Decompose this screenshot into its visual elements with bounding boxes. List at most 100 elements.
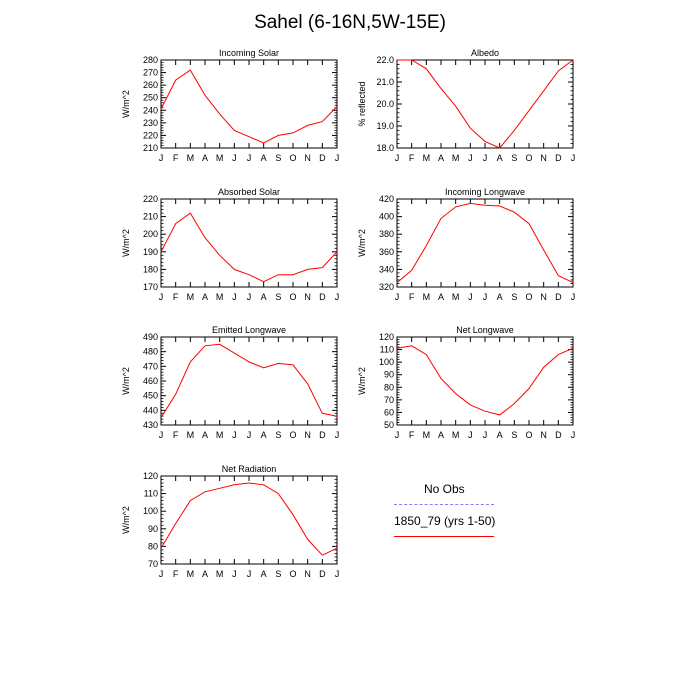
panel-albedo-xtick-label: A: [497, 153, 503, 163]
panel-incoming-longwave-xtick-label: F: [409, 292, 415, 302]
panel-incoming-longwave-xtick-label: S: [511, 292, 517, 302]
panel-emitted-longwave-ytick-label: 460: [143, 376, 158, 386]
panel-net-longwave-xtick-label: O: [525, 430, 532, 440]
panel-net-radiation-xtick-label: M: [187, 569, 195, 579]
legend-model-line: [394, 536, 494, 537]
panel-absorbed-solar-ytick-label: 190: [143, 247, 158, 257]
panel-absorbed-solar-xtick-label: A: [202, 292, 208, 302]
panel-emitted-longwave-xtick-label: M: [216, 430, 224, 440]
panel-absorbed-solar-xtick-label: M: [187, 292, 195, 302]
panel-net-longwave-xtick-label: S: [511, 430, 517, 440]
panel-absorbed-solar-ytick-label: 180: [143, 264, 158, 274]
panel-net-radiation-ytick-label: 110: [144, 489, 158, 499]
panel-incoming-solar-ytick-label: 210: [143, 143, 158, 153]
panel-net-radiation-ytick-label: 100: [143, 506, 158, 516]
panel-net-longwave-series-line: [396, 345, 574, 416]
panel-emitted-longwave-xtick-label: S: [275, 430, 281, 440]
panel-absorbed-solar-title: Absorbed Solar: [218, 187, 280, 197]
panel-incoming-solar-xtick-label: O: [289, 153, 296, 163]
panel-albedo-xtick-label: J: [468, 153, 473, 163]
panel-net-radiation-xtick-label: D: [319, 569, 326, 579]
panel-incoming-longwave-xtick-label: O: [525, 292, 532, 302]
panel-emitted-longwave-xtick-label: F: [173, 430, 179, 440]
panel-incoming-longwave-xtick-label: A: [497, 292, 503, 302]
panel-albedo-xtick-label: O: [525, 153, 532, 163]
panel-absorbed-solar-frame: [160, 198, 338, 288]
panel-net-radiation-title: Net Radiation: [222, 464, 277, 474]
panel-albedo-xtick-label: J: [571, 153, 576, 163]
panel-emitted-longwave-xtick-label: O: [289, 430, 296, 440]
panel-net-longwave-xtick-label: M: [423, 430, 431, 440]
panel-incoming-longwave-ytick-label: 360: [379, 247, 394, 257]
panel-incoming-longwave-xtick-label: J: [571, 292, 576, 302]
panel-absorbed-solar-ytick-label: 200: [143, 229, 158, 239]
panel-emitted-longwave-frame: [160, 336, 338, 426]
panel-albedo-xtick-label: J: [395, 153, 400, 163]
panel-albedo-frame: [396, 59, 574, 149]
panel-emitted-longwave-xtick-label: D: [319, 430, 326, 440]
panel-net-radiation-xtick-label: J: [335, 569, 340, 579]
panel-albedo-ylabel: % reflected: [357, 81, 367, 126]
panel-incoming-longwave-ytick-label: 380: [379, 229, 394, 239]
panel-incoming-longwave-xtick-label: J: [483, 292, 488, 302]
panel-incoming-solar-xtick-label: A: [202, 153, 208, 163]
panel-net-longwave-ytick-label: 110: [380, 345, 394, 355]
panel-incoming-solar-title: Incoming Solar: [219, 48, 279, 58]
panel-net-longwave-ytick-label: 120: [379, 332, 394, 342]
panel-net-radiation-xtick-label: O: [289, 569, 296, 579]
panel-incoming-solar-ytick-label: 280: [143, 55, 158, 65]
panel-net-radiation-xtick-label: J: [247, 569, 252, 579]
panel-emitted-longwave-title: Emitted Longwave: [212, 325, 286, 335]
panel-emitted-longwave-series-line: [160, 343, 338, 418]
panel-incoming-longwave-ytick-label: 340: [379, 264, 394, 274]
panel-net-radiation-xtick-label: N: [304, 569, 311, 579]
panel-net-longwave-xtick-label: J: [468, 430, 473, 440]
panel-net-radiation-xtick-label: J: [232, 569, 237, 579]
panel-net-longwave-ytick-label: 80: [384, 382, 394, 392]
panel-net-longwave-xtick-label: J: [571, 430, 576, 440]
panel-emitted-longwave-ytick-label: 470: [143, 361, 158, 371]
panel-incoming-solar-xtick-label: A: [261, 153, 267, 163]
panel-albedo-xtick-label: M: [452, 153, 460, 163]
panel-emitted-longwave-ytick-label: 450: [143, 391, 158, 401]
panel-incoming-solar-xtick-label: F: [173, 153, 179, 163]
panel-net-radiation-xtick-label: M: [216, 569, 224, 579]
panel-incoming-longwave-ylabel: W/m^2: [357, 229, 367, 257]
panel-net-radiation-xtick-label: J: [159, 569, 164, 579]
panel-absorbed-solar-series-line: [160, 212, 338, 283]
panel-incoming-solar-xtick-label: J: [335, 153, 340, 163]
panel-absorbed-solar-xtick-label: S: [275, 292, 281, 302]
panel-net-longwave-title: Net Longwave: [456, 325, 514, 335]
panel-net-longwave-xtick-label: F: [409, 430, 415, 440]
panel-incoming-solar-ytick-label: 240: [143, 105, 158, 115]
panel-net-radiation-ylabel: W/m^2: [121, 506, 131, 534]
panel-absorbed-solar-xtick-label: O: [289, 292, 296, 302]
panel-incoming-solar-xtick-label: J: [159, 153, 164, 163]
panel-net-longwave-xtick-label: N: [540, 430, 547, 440]
panel-incoming-longwave-series-line: [396, 202, 574, 284]
panel-albedo-title: Albedo: [471, 48, 499, 58]
panel-incoming-solar: Incoming Solar W/m^2 210 220 230 240 250 260 270…: [121, 48, 339, 163]
panel-net-longwave-xtick-label: J: [483, 430, 488, 440]
panel-absorbed-solar-xtick-label: J: [159, 292, 164, 302]
panel-net-longwave-xtick-label: A: [497, 430, 503, 440]
panel-emitted-longwave-xtick-label: N: [304, 430, 311, 440]
panel-absorbed-solar-xtick-label: A: [261, 292, 267, 302]
panel-absorbed-solar-ytick-label: 220: [143, 194, 158, 204]
panel-emitted-longwave-ytick-label: 490: [143, 332, 158, 342]
panel-emitted-longwave-xtick-label: A: [202, 430, 208, 440]
panel-incoming-solar-ylabel: W/m^2: [121, 90, 131, 118]
panel-incoming-longwave-ytick-label: 420: [379, 194, 394, 204]
panel-incoming-solar-xtick-label: M: [187, 153, 195, 163]
panel-incoming-solar-series-line: [160, 69, 338, 144]
panel-absorbed-solar-xtick-label: F: [173, 292, 179, 302]
panel-incoming-longwave: Incoming Longwave W/m^2 320 340 360 380 400 420…: [357, 187, 575, 302]
panel-emitted-longwave-ylabel: W/m^2: [121, 367, 131, 395]
panel-incoming-longwave-xtick-label: M: [452, 292, 460, 302]
panel-absorbed-solar-xtick-label: J: [335, 292, 340, 302]
panel-incoming-solar-ytick-label: 270: [143, 68, 158, 78]
panel-net-longwave-ytick-label: 90: [384, 370, 394, 380]
panel-emitted-longwave-xtick-label: M: [187, 430, 195, 440]
